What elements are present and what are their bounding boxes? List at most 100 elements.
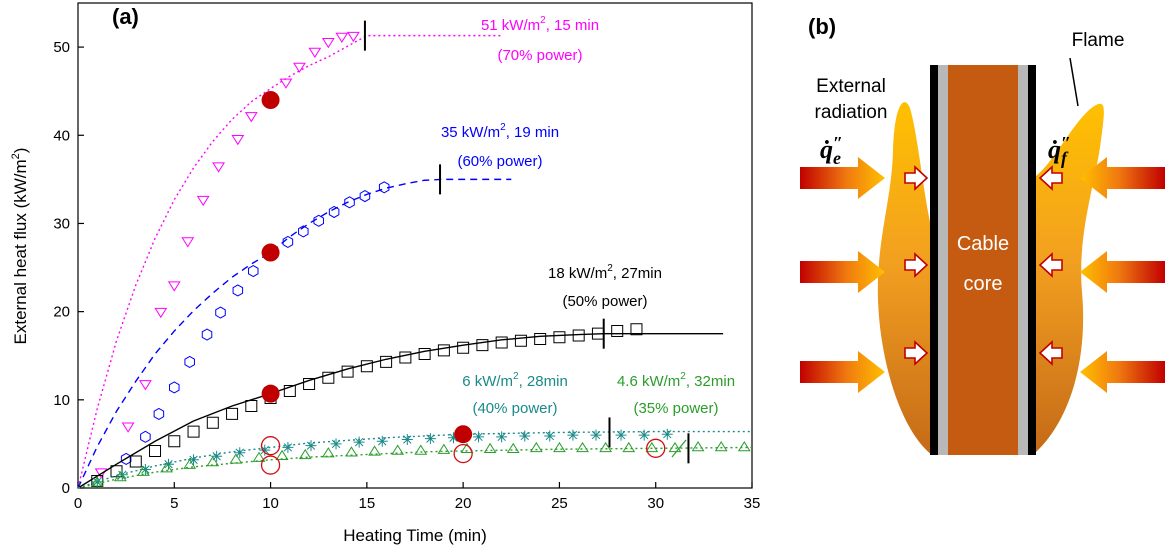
q-sub: e <box>833 148 841 168</box>
data-point <box>313 214 324 227</box>
panel-label: (a) <box>112 4 139 29</box>
data-point <box>275 449 289 461</box>
data-point <box>90 476 104 487</box>
data-point <box>321 38 335 49</box>
data-point <box>622 441 636 453</box>
series-label-text: , 28min <box>519 373 568 390</box>
flame-label: Flame <box>1072 30 1125 51</box>
data-point <box>661 428 673 440</box>
insulation <box>938 65 948 455</box>
flame-right <box>1036 103 1104 453</box>
panel-label: (b) <box>808 14 836 39</box>
small-arrow <box>1038 165 1063 191</box>
series-label: 4.6 kW/m2, 32min <box>617 371 735 390</box>
series-power: (40% power) <box>472 400 557 417</box>
data-point <box>149 444 162 457</box>
arrow <box>1080 251 1165 293</box>
data-point <box>360 360 373 373</box>
data-point <box>506 442 520 453</box>
data-point <box>91 476 103 488</box>
x-tick-label: 30 <box>647 495 664 512</box>
data-point <box>196 195 210 207</box>
data-point <box>544 430 556 442</box>
data-point <box>330 438 342 450</box>
data-point <box>630 323 643 336</box>
open-point <box>260 436 281 456</box>
data-point <box>691 440 705 452</box>
series-label-sup: 2 <box>500 122 506 133</box>
data-point <box>553 441 566 453</box>
data-point <box>399 351 412 364</box>
fit-line <box>77 332 724 489</box>
diagram: (b) Cable core External radiation q̇″ e <box>800 14 1165 456</box>
data-point <box>167 281 181 292</box>
data-point <box>298 225 309 238</box>
small-arrow <box>904 252 929 278</box>
data-point <box>234 447 246 459</box>
q-sub: f <box>1061 148 1069 168</box>
data-point <box>113 470 127 482</box>
series-label-text: 18 kW/m <box>548 265 607 282</box>
plot-frame <box>77 2 753 489</box>
data-point <box>576 441 589 453</box>
data-point <box>668 441 682 453</box>
y-title-end: ) <box>11 148 30 154</box>
x-tick-label: 35 <box>744 495 761 512</box>
x-tick-label: 25 <box>551 495 568 512</box>
series-label-text: , 32min <box>686 373 735 390</box>
data-point <box>184 355 195 368</box>
filled-point <box>261 91 280 109</box>
q-symbol: q̇ <box>1048 135 1061 164</box>
data-point <box>495 336 508 349</box>
fit-line <box>77 34 502 489</box>
data-point <box>638 429 650 441</box>
y-tick-label: 50 <box>53 39 70 56</box>
q-prime: ″ <box>833 133 843 153</box>
data-point <box>534 332 547 345</box>
data-point <box>529 441 543 453</box>
data-point <box>378 181 390 194</box>
data-point <box>154 307 168 319</box>
data-point <box>344 196 355 209</box>
data-point <box>321 447 335 458</box>
series-label-sup: 2 <box>540 15 546 26</box>
arrow <box>1080 157 1165 199</box>
external-label: radiation <box>815 102 888 123</box>
open-point <box>453 443 473 464</box>
y-tick-label: 40 <box>53 127 70 144</box>
data-point <box>514 334 527 347</box>
q-prime: ″ <box>1061 133 1071 153</box>
data-point <box>496 431 508 443</box>
core-label: Cable <box>957 233 1009 255</box>
y-title-text: External heat flux (kW/m <box>11 159 30 344</box>
filled-point <box>454 425 473 444</box>
data-point <box>226 407 239 420</box>
data-point <box>615 429 627 441</box>
data-point <box>590 429 602 441</box>
filled-point <box>261 384 280 403</box>
data-point <box>244 112 258 123</box>
data-point <box>201 328 213 341</box>
data-point <box>567 429 579 441</box>
sheath <box>1028 65 1036 455</box>
y-tick-label: 10 <box>53 392 70 409</box>
data-point <box>424 433 436 445</box>
y-axis-title: External heat flux (kW/m2) <box>10 148 30 345</box>
filled-point <box>261 243 280 262</box>
arrow <box>1080 351 1165 393</box>
small-arrow <box>1038 252 1063 278</box>
data-point <box>282 235 294 249</box>
open-point <box>646 438 666 458</box>
open-point <box>260 455 281 475</box>
leader-line <box>1069 57 1079 107</box>
x-tick-label: 20 <box>455 495 472 512</box>
q-external: q̇″ e <box>820 133 843 168</box>
series-label-text: 6 kW/m <box>462 373 513 390</box>
data-point <box>259 444 271 456</box>
data-point <box>322 371 335 384</box>
x-tick-label: 5 <box>170 495 178 512</box>
series-power: (50% power) <box>562 293 647 310</box>
y-title-sup: 2 <box>10 153 22 159</box>
cable-core <box>948 65 1018 455</box>
